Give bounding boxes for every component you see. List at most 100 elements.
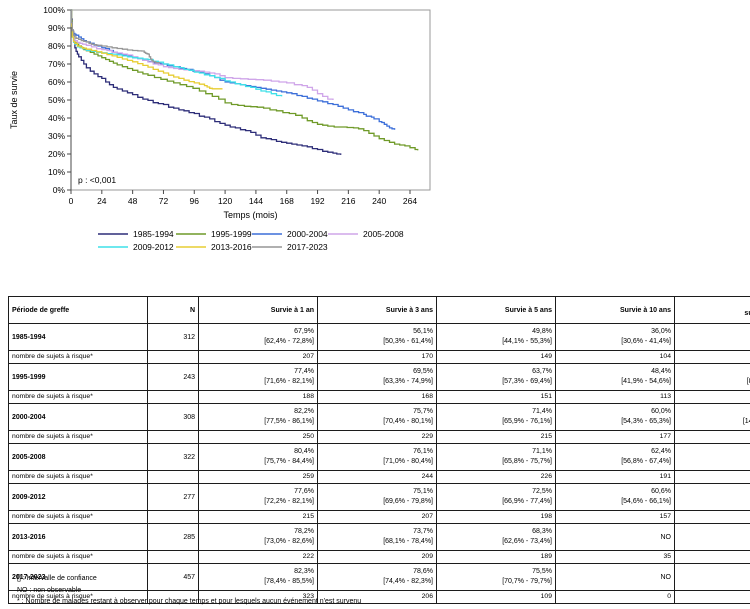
cell-survie-10ans: 60,6% [54,6% - 66,1%] xyxy=(555,483,675,511)
cell-risk-0: 215 xyxy=(198,510,318,524)
cell-risk-3: 113 xyxy=(555,390,675,404)
cell-survie-10ans: NO xyxy=(555,563,675,591)
cell-mediane: 114,4[84,8 - 142,3] xyxy=(674,363,750,391)
cell-survie-1an-pct: 67,9% xyxy=(294,327,314,335)
cell-survie-3ans: 69,5% [63,3% - 74,9%] xyxy=(317,363,437,391)
cell-risk-n-empty xyxy=(147,470,199,484)
y-tick-label: 40% xyxy=(48,113,65,123)
cell-n: 277 xyxy=(147,483,199,511)
header-mediane: Médiane de survie (mois) xyxy=(674,296,750,324)
y-tick-label: 60% xyxy=(48,77,65,87)
cell-mediane-pct: 57,2 xyxy=(678,327,750,337)
footnote-no: NO : non observable xyxy=(17,586,82,594)
x-tick-label: 264 xyxy=(403,196,417,206)
cell-survie-5ans-ci: [57,3% - 69,4%] xyxy=(502,378,552,385)
cell-mediane: NO xyxy=(674,523,750,551)
cell-survie-5ans: 68,3% [62,6% - 73,4%] xyxy=(436,523,556,551)
cell-risk-n-empty xyxy=(147,510,199,524)
cell-survie-5ans: 72,5% [66,9% - 77,4%] xyxy=(436,483,556,511)
cell-risk-label: nombre de sujets à risque* xyxy=(8,470,148,484)
cell-survie-5ans: 71,4% [65,9% - 76,1%] xyxy=(436,403,556,431)
cell-risk-label: nombre de sujets à risque* xyxy=(8,590,148,604)
cell-survie-3ans: 73,7% [68,1% - 78,4%] xyxy=(317,523,437,551)
y-tick-label: 0% xyxy=(53,185,66,195)
cell-mediane: 172,4[147,6 - 203,0] xyxy=(674,403,750,431)
cell-period: 1995-1999 xyxy=(8,363,148,391)
cell-survie-5ans-ci: [66,9% - 77,4%] xyxy=(502,498,552,505)
header-survie-3ans: Survie à 3 ans xyxy=(317,296,437,324)
cell-survie-1an-ci: [72,2% - 82,1%] xyxy=(264,498,314,505)
x-tick-label: 144 xyxy=(249,196,263,206)
cell-survie-1an-ci: [71,6% - 82,1%] xyxy=(264,378,314,385)
table-row-period-1985-1994: 1985-1994 312 67,9% [62,4% - 72,8%] 56,1% [50… xyxy=(8,323,750,351)
cell-risk-2: 189 xyxy=(436,550,556,564)
cell-survie-3ans-pct: 78,6% xyxy=(413,567,433,575)
cell-survie-3ans: 75,1% [69,6% - 79,8%] xyxy=(317,483,437,511)
kaplan-meier-chart: 0% 10% 20% 30% 40% 50% 60% 70% 80% 90% 100% 0 24 48 72… xyxy=(9,5,431,252)
cell-survie-5ans-pct: 71,1% xyxy=(532,447,552,455)
cell-survie-1an-pct: 82,3% xyxy=(294,567,314,575)
cell-n: 285 xyxy=(147,523,199,551)
cell-survie-1an-ci: [75,7% - 84,4%] xyxy=(264,458,314,465)
header-survie-10ans: Survie à 10 ans xyxy=(555,296,675,324)
cell-period: 2000-2004 xyxy=(8,403,148,431)
footnotes: [] : Intervalle de confiance NO : non ob… xyxy=(17,573,361,608)
cell-survie-5ans-ci: [44,1% - 55,3%] xyxy=(502,338,552,345)
p-value-label: p : <0,001 xyxy=(78,175,116,185)
cell-risk-label: nombre de sujets à risque* xyxy=(8,390,148,404)
footnote-ci: [] : Intervalle de confiance xyxy=(17,575,97,582)
series-line-2005-2008 xyxy=(70,9,334,100)
cell-survie-1an: 80,4% [75,7% - 84,4%] xyxy=(198,443,318,471)
x-tick-label: 24 xyxy=(97,196,107,206)
x-tick-label: 120 xyxy=(218,196,232,206)
legend-label-2017-2023: 2017-2023 xyxy=(287,242,328,252)
cell-survie-10ans-ci: [41,9% - 54,6%] xyxy=(621,378,671,385)
x-axis-title: Temps (mois) xyxy=(223,210,277,220)
survival-chart-area: 0% 10% 20% 30% 40% 50% 60% 70% 80% 90% 100% 0 24 48 72… xyxy=(0,0,560,265)
cell-survie-1an-pct: 77,4% xyxy=(294,367,314,375)
cell-risk-median-empty xyxy=(674,350,750,364)
cell-survie-1an: 77,6% [72,2% - 82,1%] xyxy=(198,483,318,511)
cell-survie-1an-pct: 82,2% xyxy=(294,407,314,415)
cell-survie-10ans-pct: 60,6% xyxy=(651,487,671,495)
cell-survie-10ans-pct: 36,0% xyxy=(651,327,671,335)
cell-survie-10ans: 48,4% [41,9% - 54,6%] xyxy=(555,363,675,391)
cell-survie-10ans-ci: [56,8% - 67,4%] xyxy=(621,458,671,465)
cell-risk-2: 226 xyxy=(436,470,556,484)
y-axis-title: Taux de survie xyxy=(9,71,19,129)
x-tick-label: 192 xyxy=(310,196,324,206)
cell-survie-3ans-ci: [69,6% - 79,8%] xyxy=(383,498,433,505)
legend-label-2009-2012: 2009-2012 xyxy=(133,242,174,252)
x-tick-label: 72 xyxy=(159,196,169,206)
legend-label-1995-1999: 1995-1999 xyxy=(211,229,252,239)
series-line-2000-2004 xyxy=(70,9,396,130)
header-mediane-line1: Médiane de xyxy=(678,303,750,310)
cell-mediane-pct: 172,4 xyxy=(678,407,750,417)
cell-survie-3ans: 75,7% [70,4% - 80,1%] xyxy=(317,403,437,431)
cell-survie-3ans: 78,6% [74,4% - 82,3%] xyxy=(317,563,437,591)
cell-survie-5ans-pct: 68,3% xyxy=(532,527,552,535)
table-row-risk-2000-2004: nombre de sujets à risque* 250 229 215 177 xyxy=(8,430,750,444)
cell-period: 1985-1994 xyxy=(8,323,148,351)
x-tick-label: 216 xyxy=(341,196,355,206)
survival-table-wrap: Période de greffe N Survie à 1 an Survie… xyxy=(8,296,750,604)
y-tick-label: 90% xyxy=(48,23,65,33)
cell-risk-n-empty xyxy=(147,350,199,364)
cell-mediane: 202,8[177,9 - .] xyxy=(674,443,750,471)
cell-survie-5ans-pct: 71,4% xyxy=(532,407,552,415)
cell-survie-1an-pct: 80,4% xyxy=(294,447,314,455)
cell-mediane-ci: [177,9 - .] xyxy=(678,457,750,467)
table-row-risk-2009-2012: nombre de sujets à risque* 215 207 198 157 xyxy=(8,510,750,524)
cell-period: 2009-2012 xyxy=(8,483,148,511)
cell-risk-median-empty xyxy=(674,470,750,484)
cell-survie-3ans-ci: [50,3% - 61,4%] xyxy=(383,338,433,345)
cell-survie-10ans-pct: 60,0% xyxy=(651,407,671,415)
cell-survie-10ans-ci: [54,6% - 66,1%] xyxy=(621,498,671,505)
cell-risk-n-empty xyxy=(147,550,199,564)
cell-survie-5ans: 49,8% [44,1% - 55,3%] xyxy=(436,323,556,351)
y-tick-label: 70% xyxy=(48,59,65,69)
cell-period: 2005-2008 xyxy=(8,443,148,471)
cell-survie-10ans: 62,4% [56,8% - 67,4%] xyxy=(555,443,675,471)
cell-survie-3ans-ci: [68,1% - 78,4%] xyxy=(383,538,433,545)
